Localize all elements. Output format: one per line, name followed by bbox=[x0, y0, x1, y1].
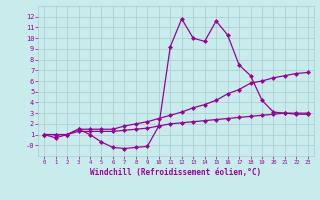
X-axis label: Windchill (Refroidissement éolien,°C): Windchill (Refroidissement éolien,°C) bbox=[91, 168, 261, 177]
